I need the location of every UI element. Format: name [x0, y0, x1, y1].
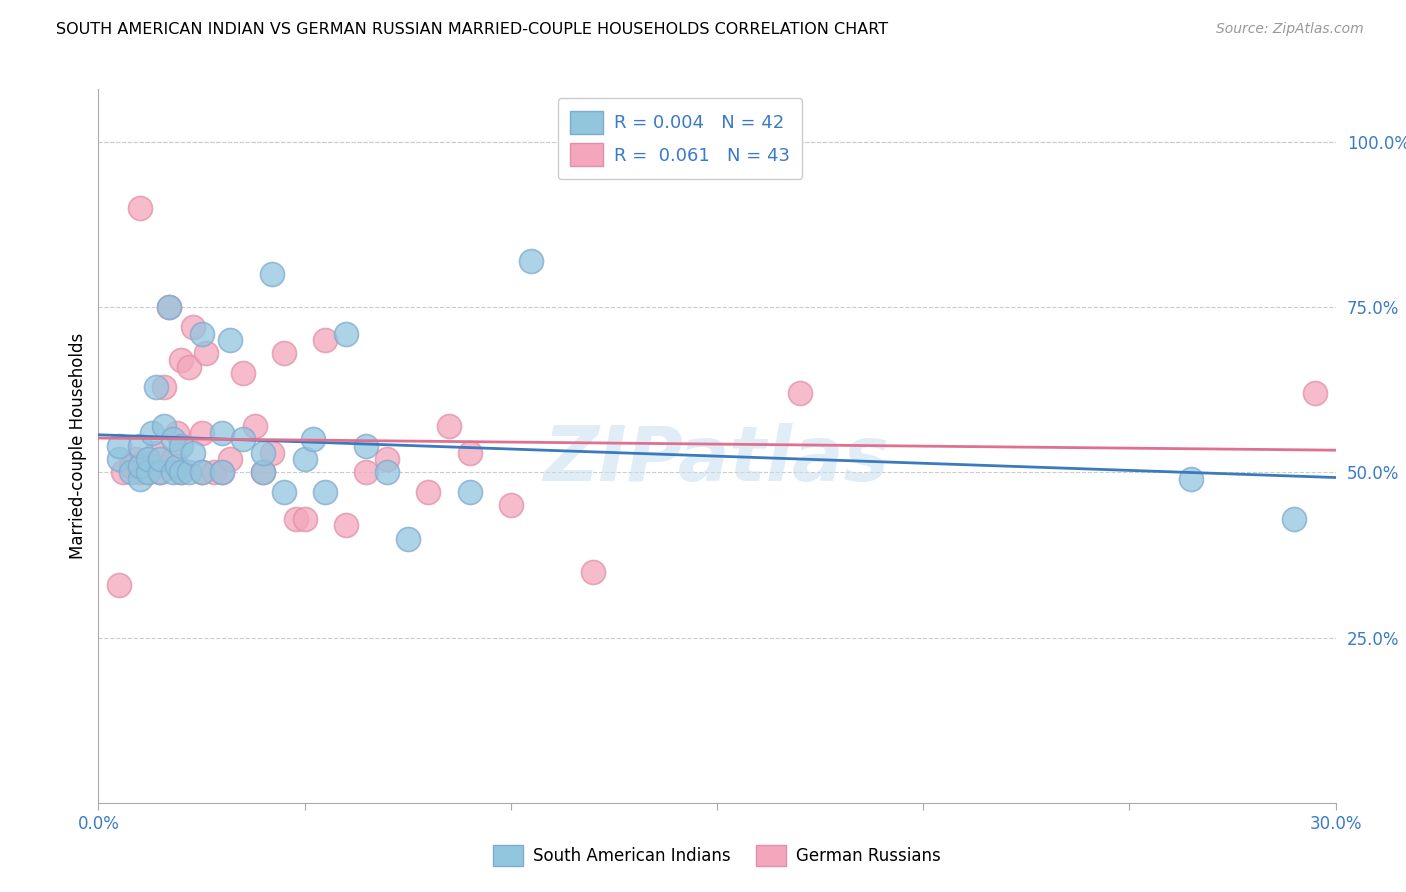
Point: [166, 458, 188, 473]
Point: [153, 379, 176, 393]
Point: [396, 532, 419, 546]
Point: [170, 466, 193, 480]
Point: [145, 445, 167, 459]
Point: [179, 359, 201, 374]
Point: [232, 433, 254, 447]
Point: [202, 466, 225, 480]
Point: [136, 466, 159, 480]
Point: [120, 466, 142, 480]
Point: [190, 326, 212, 341]
Point: [260, 267, 283, 281]
Point: [162, 466, 184, 480]
Point: [190, 425, 212, 440]
Point: [335, 518, 357, 533]
Point: [1284, 511, 1306, 525]
Point: [128, 201, 150, 215]
Point: [141, 425, 163, 440]
Point: [149, 452, 172, 467]
Text: Source: ZipAtlas.com: Source: ZipAtlas.com: [1216, 22, 1364, 37]
Point: [136, 466, 159, 480]
Point: [157, 300, 180, 314]
Point: [128, 472, 150, 486]
Point: [181, 320, 204, 334]
Point: [232, 367, 254, 381]
Point: [211, 466, 233, 480]
Point: [1180, 472, 1202, 486]
Point: [128, 466, 150, 480]
Point: [273, 485, 295, 500]
Point: [179, 466, 201, 480]
Point: [157, 300, 180, 314]
Point: [302, 433, 325, 447]
Point: [153, 419, 176, 434]
Point: [252, 466, 274, 480]
Point: [356, 439, 378, 453]
Point: [219, 333, 242, 347]
Point: [458, 485, 481, 500]
Point: [243, 419, 266, 434]
Point: [375, 466, 398, 480]
Point: [112, 466, 135, 480]
Point: [219, 452, 242, 467]
Point: [418, 485, 440, 500]
Point: [108, 578, 131, 592]
Point: [170, 466, 193, 480]
Point: [108, 439, 131, 453]
Y-axis label: Married-couple Households: Married-couple Households: [69, 333, 87, 559]
Point: [499, 499, 522, 513]
Point: [149, 466, 172, 480]
Point: [260, 445, 283, 459]
Point: [190, 466, 212, 480]
Point: [128, 439, 150, 453]
Point: [294, 511, 316, 525]
Point: [170, 353, 193, 368]
Point: [211, 466, 233, 480]
Point: [136, 452, 159, 467]
Point: [170, 439, 193, 453]
Point: [211, 425, 233, 440]
Point: [582, 565, 605, 579]
Point: [375, 452, 398, 467]
Point: [120, 458, 142, 473]
Point: [162, 433, 184, 447]
Text: ZIPatlas: ZIPatlas: [544, 424, 890, 497]
Point: [194, 346, 217, 360]
Point: [285, 511, 308, 525]
Point: [149, 466, 172, 480]
Point: [273, 346, 295, 360]
Point: [294, 452, 316, 467]
Point: [1303, 386, 1326, 401]
Point: [141, 458, 163, 473]
Point: [190, 466, 212, 480]
Point: [356, 466, 378, 480]
Point: [437, 419, 460, 434]
Point: [128, 458, 150, 473]
Point: [124, 452, 146, 467]
Legend: South American Indians, German Russians: South American Indians, German Russians: [486, 838, 948, 873]
Point: [128, 458, 150, 473]
Point: [335, 326, 357, 341]
Text: SOUTH AMERICAN INDIAN VS GERMAN RUSSIAN MARRIED-COUPLE HOUSEHOLDS CORRELATION CH: SOUTH AMERICAN INDIAN VS GERMAN RUSSIAN …: [56, 22, 889, 37]
Point: [166, 425, 188, 440]
Point: [108, 452, 131, 467]
Point: [252, 445, 274, 459]
Point: [181, 445, 204, 459]
Point: [314, 333, 336, 347]
Point: [458, 445, 481, 459]
Point: [789, 386, 811, 401]
Point: [314, 485, 336, 500]
Point: [520, 254, 543, 268]
Point: [145, 379, 167, 393]
Point: [162, 452, 184, 467]
Point: [252, 466, 274, 480]
